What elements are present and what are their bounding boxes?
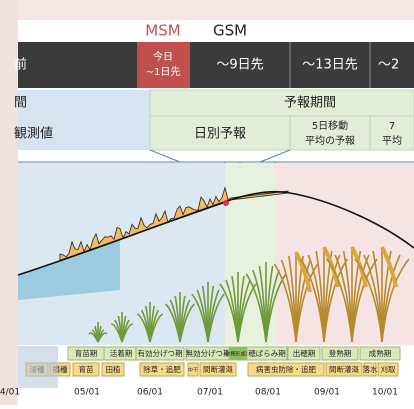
plant-leaf	[207, 293, 225, 343]
stage-label: 有効分げつ期	[138, 348, 183, 358]
task-label: 育苗	[79, 364, 94, 374]
avg7-cell	[369, 115, 414, 151]
kind-label: 日別予報	[194, 127, 246, 142]
task-label: 間断灌漑	[203, 364, 233, 374]
plant-leaf	[149, 313, 164, 343]
plant-leaf	[237, 283, 257, 343]
plant-leaf	[323, 258, 349, 343]
rows: 育苗期活着期有効分げつ期無効分げつ期幼穂形成期穂ばらみ期出穂期登熟期成熟期浸種播…	[0, 346, 401, 398]
lead-label: 今日	[153, 50, 173, 63]
observed-cell	[18, 90, 150, 150]
stage-box	[246, 346, 288, 361]
task-box	[247, 362, 325, 377]
plant-leaf	[381, 258, 410, 343]
today-cell	[137, 42, 190, 88]
kind-label: 7	[389, 121, 395, 132]
date-label: 4/01	[0, 388, 20, 398]
task-label: 刈取	[381, 364, 396, 374]
avg5-cell	[289, 115, 371, 151]
task-label: 田植	[106, 364, 121, 374]
lead-label: ～2	[378, 58, 399, 73]
stage-label: 活着期	[110, 348, 133, 358]
stage-label: 幼穂形成期	[225, 351, 250, 358]
plant-ear	[294, 251, 312, 293]
task-box	[139, 362, 185, 377]
kind-label: 平均の予報	[305, 135, 355, 147]
plant-leaf	[351, 258, 378, 343]
today-dot	[223, 200, 229, 206]
plant-leaf	[265, 273, 287, 343]
lead-label: ～9日先	[216, 58, 263, 73]
task-label: 中干	[188, 367, 198, 374]
task-box	[325, 362, 363, 377]
task-box	[187, 362, 199, 377]
normal-line	[17, 190, 414, 276]
stage-box	[321, 346, 359, 361]
plant-leaf	[179, 303, 195, 343]
stage-label: 成熟期	[369, 348, 392, 358]
date-label: 05/01	[74, 388, 100, 398]
kind-label: 観測値	[14, 126, 53, 142]
kind-label: 5日移動	[312, 119, 348, 132]
lead-label: 前	[14, 57, 27, 73]
stage-box	[135, 346, 185, 361]
lead-row	[18, 42, 414, 88]
task-label: 播種	[53, 364, 68, 374]
task-label: 除草・追肥	[143, 364, 181, 374]
plant-leaf	[295, 263, 319, 343]
task-label: 落水	[363, 364, 378, 374]
model-label: GSM	[213, 22, 247, 40]
task-label: 病害虫防除・追肥	[256, 364, 316, 374]
corner-shade	[18, 346, 58, 388]
task-box	[377, 362, 399, 377]
stage-box	[287, 346, 321, 361]
forecast-cell	[149, 89, 414, 117]
date-label: 07/01	[197, 388, 223, 398]
date-label: 09/01	[314, 388, 340, 398]
task-box	[363, 362, 377, 377]
daily-cell	[149, 115, 291, 151]
cool-area	[18, 238, 120, 300]
period-label: 間	[14, 96, 27, 111]
kind-label: 平均	[382, 135, 402, 147]
plants	[88, 246, 410, 343]
frame-top	[0, 0, 414, 20]
lead-label: ~1日先	[146, 66, 181, 78]
stage-label: 登熟期	[329, 348, 352, 358]
task-label: 間断灌漑	[329, 364, 359, 374]
plant-leaf	[97, 332, 108, 343]
plant-ear	[380, 246, 398, 288]
stage-box	[359, 346, 401, 361]
date-label: 10/01	[372, 388, 398, 398]
stage-label: 無効分げつ期	[186, 348, 231, 358]
date-label: 06/01	[137, 388, 163, 398]
frame-left	[0, 0, 18, 405]
task-box	[101, 362, 125, 377]
date-label: 08/01	[255, 388, 281, 398]
task-box	[72, 362, 100, 377]
plant-leaf	[121, 323, 133, 343]
stage-label: 出穂期	[293, 348, 316, 358]
lead-label: ～13日先	[302, 58, 358, 73]
model-label: MSM	[145, 22, 180, 40]
stage-label: 育苗期	[75, 348, 98, 358]
task-box	[199, 362, 237, 377]
period-label: 予報期間	[284, 96, 336, 111]
stage-label: 穂ばらみ期	[248, 348, 286, 358]
